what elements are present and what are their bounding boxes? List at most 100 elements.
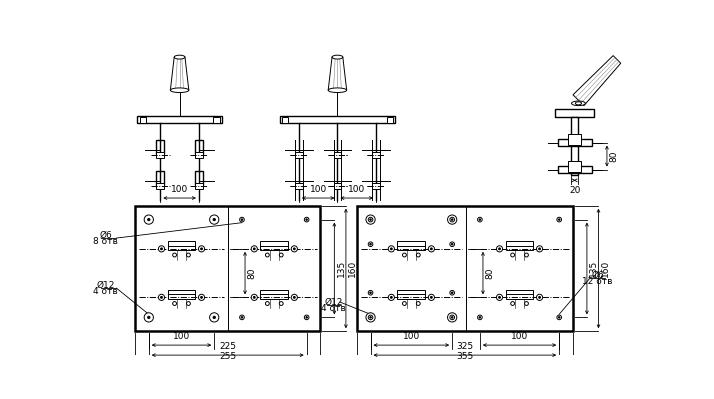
Text: 8 отв: 8 отв xyxy=(94,237,118,246)
Bar xyxy=(568,161,580,172)
Circle shape xyxy=(496,294,503,300)
Circle shape xyxy=(293,296,296,298)
Circle shape xyxy=(306,219,308,220)
Circle shape xyxy=(479,219,481,220)
Text: 160: 160 xyxy=(600,260,610,277)
Circle shape xyxy=(173,302,176,306)
Circle shape xyxy=(416,302,421,306)
Circle shape xyxy=(451,219,453,220)
Text: 225: 225 xyxy=(219,342,236,351)
Text: Ø6: Ø6 xyxy=(99,231,112,239)
Polygon shape xyxy=(573,55,620,106)
Bar xyxy=(156,152,164,158)
Circle shape xyxy=(366,215,375,224)
Bar xyxy=(333,183,341,189)
Circle shape xyxy=(366,313,375,322)
Polygon shape xyxy=(171,57,188,90)
Bar xyxy=(333,183,341,189)
Circle shape xyxy=(201,296,203,298)
Circle shape xyxy=(450,217,455,222)
Bar xyxy=(282,117,288,122)
Circle shape xyxy=(144,215,154,224)
Circle shape xyxy=(428,294,434,300)
Circle shape xyxy=(451,243,453,245)
Ellipse shape xyxy=(174,55,185,59)
Text: 12 отв: 12 отв xyxy=(583,277,613,286)
Bar xyxy=(333,152,341,158)
Circle shape xyxy=(279,302,283,306)
Bar xyxy=(357,206,573,331)
Bar xyxy=(137,116,222,123)
Text: 135: 135 xyxy=(589,260,598,277)
Circle shape xyxy=(416,253,421,257)
Bar xyxy=(568,134,580,145)
Circle shape xyxy=(241,317,243,318)
Circle shape xyxy=(451,316,453,318)
Circle shape xyxy=(161,248,162,250)
Bar xyxy=(372,152,380,158)
Ellipse shape xyxy=(571,101,585,106)
Circle shape xyxy=(253,248,255,250)
Bar xyxy=(135,206,321,331)
Text: 255: 255 xyxy=(219,352,236,361)
Bar xyxy=(398,290,426,299)
Circle shape xyxy=(159,294,164,300)
Bar xyxy=(295,183,303,189)
Circle shape xyxy=(368,315,373,320)
Bar xyxy=(156,171,164,185)
Circle shape xyxy=(557,217,561,222)
Text: 4 отв: 4 отв xyxy=(94,287,118,296)
Circle shape xyxy=(161,296,162,298)
Bar xyxy=(570,117,578,175)
Circle shape xyxy=(511,302,515,306)
Text: 100: 100 xyxy=(511,332,528,341)
Ellipse shape xyxy=(328,88,347,93)
Text: 100: 100 xyxy=(173,332,190,341)
Circle shape xyxy=(148,218,150,221)
Circle shape xyxy=(403,302,406,306)
Circle shape xyxy=(431,296,432,298)
Circle shape xyxy=(496,246,503,252)
Bar xyxy=(295,183,303,189)
Circle shape xyxy=(558,317,560,318)
Circle shape xyxy=(370,317,371,318)
Text: 4 отв: 4 отв xyxy=(321,304,346,313)
Circle shape xyxy=(291,294,298,300)
Circle shape xyxy=(306,317,308,318)
Circle shape xyxy=(210,313,219,322)
Circle shape xyxy=(498,296,501,298)
Circle shape xyxy=(251,246,257,252)
Text: 100: 100 xyxy=(171,185,188,194)
Circle shape xyxy=(173,253,176,257)
Bar xyxy=(168,241,196,251)
Text: Ø6: Ø6 xyxy=(591,271,604,280)
Bar xyxy=(195,171,203,185)
Bar xyxy=(156,183,164,189)
Circle shape xyxy=(451,317,453,318)
Bar xyxy=(555,109,594,117)
Bar xyxy=(295,152,303,158)
Circle shape xyxy=(304,315,309,320)
Bar xyxy=(558,166,591,174)
Circle shape xyxy=(241,219,243,220)
Bar xyxy=(295,152,303,158)
Bar xyxy=(156,140,164,154)
Circle shape xyxy=(536,246,543,252)
Circle shape xyxy=(557,315,561,320)
Bar xyxy=(398,241,426,251)
Circle shape xyxy=(266,253,269,257)
Circle shape xyxy=(451,292,453,294)
Circle shape xyxy=(450,315,455,320)
Bar xyxy=(261,290,288,299)
Circle shape xyxy=(448,313,457,322)
Circle shape xyxy=(304,217,309,222)
Circle shape xyxy=(498,248,501,250)
Circle shape xyxy=(144,313,154,322)
Bar xyxy=(506,290,533,299)
Text: 100: 100 xyxy=(403,332,420,341)
Circle shape xyxy=(370,219,371,220)
Circle shape xyxy=(536,294,543,300)
Text: 80: 80 xyxy=(486,267,494,279)
Circle shape xyxy=(511,253,515,257)
Bar xyxy=(372,183,380,189)
